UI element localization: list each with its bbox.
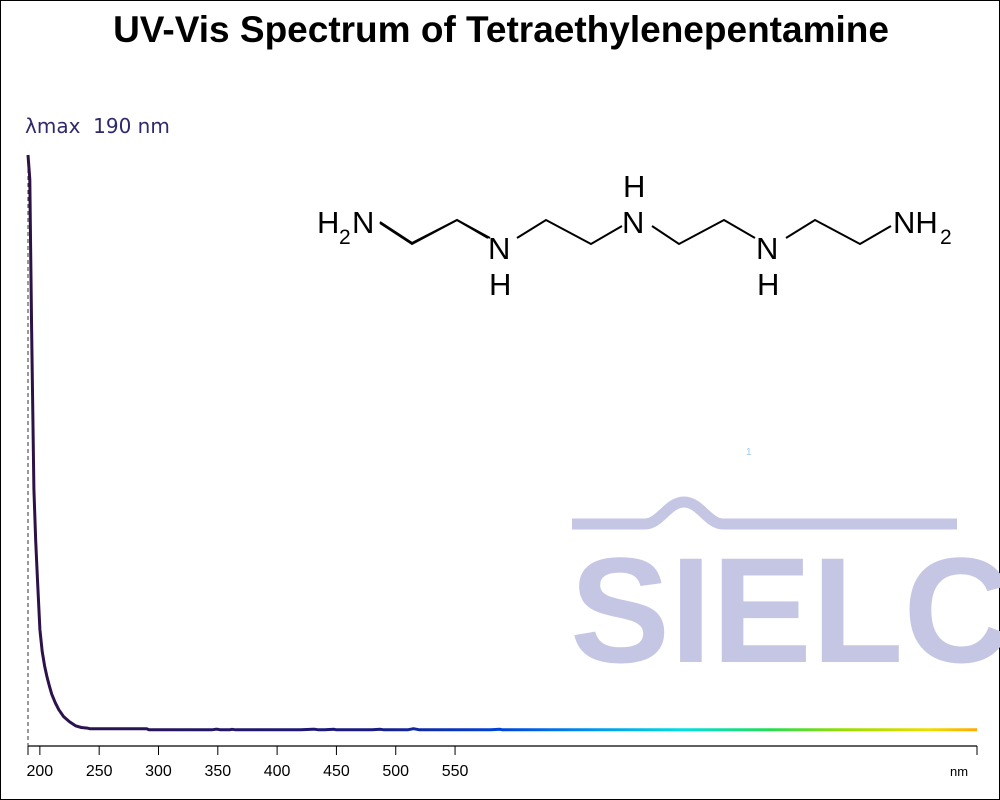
atom-n1-h: H <box>489 267 511 302</box>
chart-title: UV-Vis Spectrum of Tetraethylenepentamin… <box>113 9 889 50</box>
molecule-bonds <box>379 218 892 246</box>
atom-n2-h: H <box>623 169 645 204</box>
atom-n1: N <box>488 231 510 266</box>
atom-nh-right: NH <box>893 205 938 240</box>
x-tick-label: 300 <box>145 763 172 780</box>
x-tick-label: 550 <box>442 763 469 780</box>
x-tick-label: 400 <box>264 763 291 780</box>
x-tick-label: 350 <box>204 763 231 780</box>
watermark-wave <box>572 496 957 530</box>
x-ticks: 200 250 300 350 400 450 500 550 <box>27 746 978 780</box>
watermark-mark: 1 <box>746 447 752 458</box>
lambda-max-label: λmax <box>25 114 81 138</box>
atom-h-left: H <box>317 205 339 240</box>
x-tick-label: 250 <box>86 763 113 780</box>
x-tick-label: 500 <box>382 763 409 780</box>
atom-n3: N <box>756 231 778 266</box>
atom-n3-h: H <box>757 267 779 302</box>
molecule-structure: H 2 N N H N H N H NH 2 <box>317 169 952 302</box>
atom-n2: N <box>622 205 644 240</box>
axes: 200 250 300 350 400 450 500 550 nm <box>27 155 978 780</box>
atom-sub-right: 2 <box>940 226 952 249</box>
lambda-max-annotation: λmax 190 nm <box>25 114 170 138</box>
sielc-watermark: SIELC 1 <box>570 447 1000 694</box>
watermark-text: SIELC <box>570 526 1000 694</box>
lambda-max-value: 190 nm <box>93 114 170 138</box>
spectrum-curve <box>26 154 977 732</box>
atom-sub-left: 2 <box>339 226 351 249</box>
x-tick-label: 450 <box>323 763 350 780</box>
atom-n-left: N <box>352 205 374 240</box>
x-unit-label: nm <box>950 764 968 779</box>
x-tick-label: 200 <box>27 763 54 780</box>
